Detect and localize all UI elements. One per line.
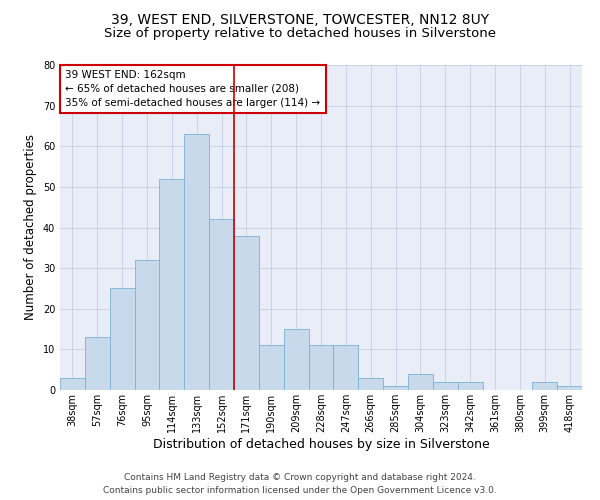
Bar [358,378,383,390]
Y-axis label: Number of detached properties: Number of detached properties [24,134,37,320]
Bar [458,382,482,390]
Bar [60,378,85,390]
Bar [110,288,134,390]
Text: Contains HM Land Registry data © Crown copyright and database right 2024.
Contai: Contains HM Land Registry data © Crown c… [103,474,497,495]
Bar [334,346,358,390]
Bar [284,329,308,390]
Bar [308,346,334,390]
Bar [234,236,259,390]
Text: 39 WEST END: 162sqm
← 65% of detached houses are smaller (208)
35% of semi-detac: 39 WEST END: 162sqm ← 65% of detached ho… [65,70,320,108]
Bar [85,337,110,390]
Text: Size of property relative to detached houses in Silverstone: Size of property relative to detached ho… [104,28,496,40]
Bar [557,386,582,390]
Bar [532,382,557,390]
Bar [184,134,209,390]
Text: 39, WEST END, SILVERSTONE, TOWCESTER, NN12 8UY: 39, WEST END, SILVERSTONE, TOWCESTER, NN… [111,12,489,26]
X-axis label: Distribution of detached houses by size in Silverstone: Distribution of detached houses by size … [152,438,490,450]
Bar [433,382,458,390]
Bar [259,346,284,390]
Bar [209,220,234,390]
Bar [134,260,160,390]
Bar [408,374,433,390]
Bar [383,386,408,390]
Bar [160,179,184,390]
